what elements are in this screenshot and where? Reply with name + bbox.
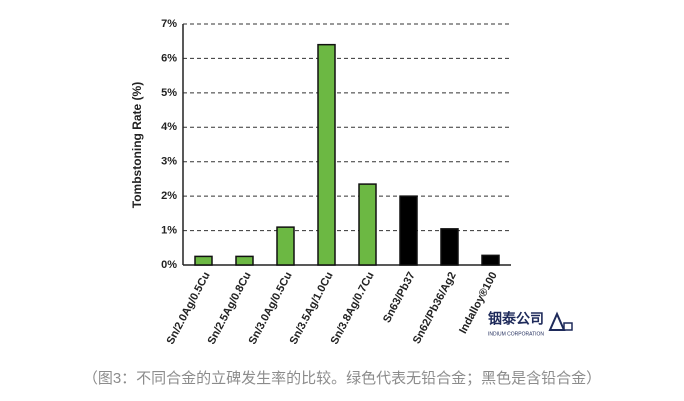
x-tick-label: Sn/3.5Ag/1.0Cu [288,270,336,346]
x-tick-label: Sn/2.5Ag/0.8Cu [206,270,254,346]
bar [440,228,459,266]
logo-icon [548,311,566,331]
bar [399,195,418,266]
bar [235,255,254,266]
x-tick-label: Sn63/Pb37 [381,270,418,325]
bar [317,43,336,266]
y-axis-label: Tombstoning Rate (%) [130,82,144,208]
caption: （图3：不同合金的立碑发生率的比较。绿色代表无铅合金；黑色是含铅合金） [83,369,601,387]
x-tick-label: Sn/3.8Ag/0.7Cu [329,270,377,346]
y-tick-label: 0% [161,259,177,271]
y-tick-label: 5% [161,87,177,99]
y-tick-label: 4% [161,121,177,133]
logo-subtitle: INDIUM CORPORATION [488,331,544,337]
y-tick-label: 7% [161,18,177,30]
bar [194,255,213,266]
x-tick-label: Sn62/Pb36/Ag2 [411,270,459,346]
y-tick-label: 6% [161,52,177,64]
logo-icon [563,322,573,331]
bar [481,254,500,266]
bar [358,183,377,266]
x-tick-label: Sn/3.0Ag/0.5Cu [247,270,295,346]
logo-name: 铟泰公司 [488,311,544,327]
y-tick-label: 2% [161,190,177,202]
x-tick-label: Sn/2.0Ag/0.5Cu [165,270,213,346]
y-tick-label: 3% [161,156,177,168]
y-tick-label: 1% [161,224,177,236]
bar [276,226,295,266]
logo: 铟泰公司 INDIUM CORPORATION [488,311,573,337]
